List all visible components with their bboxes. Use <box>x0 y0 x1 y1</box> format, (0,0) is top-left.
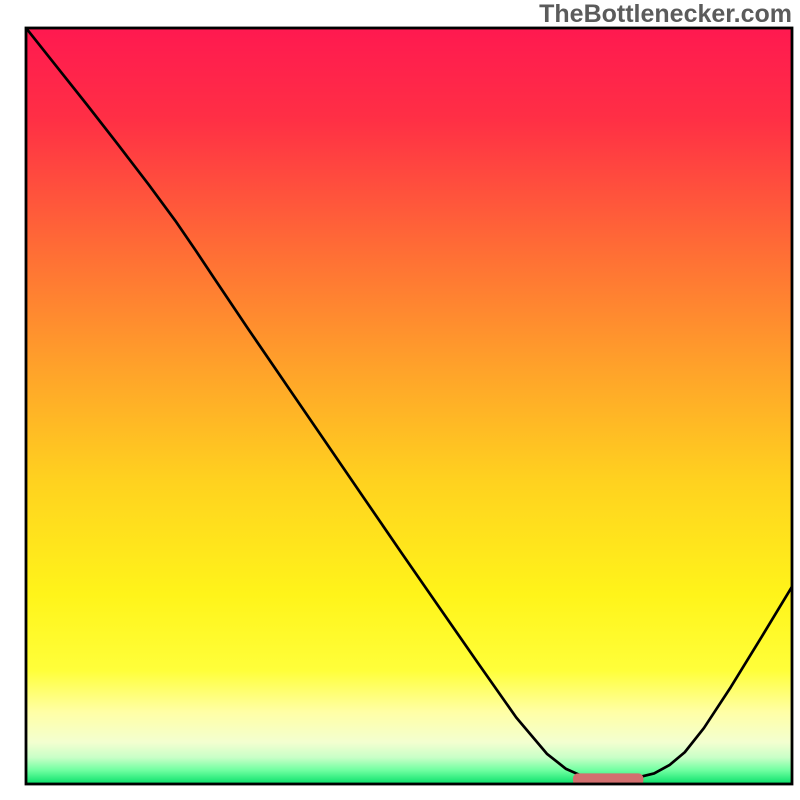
bottleneck-chart: TheBottlenecker.com <box>0 0 800 800</box>
chart-svg <box>0 0 800 800</box>
gradient-background <box>26 28 792 784</box>
